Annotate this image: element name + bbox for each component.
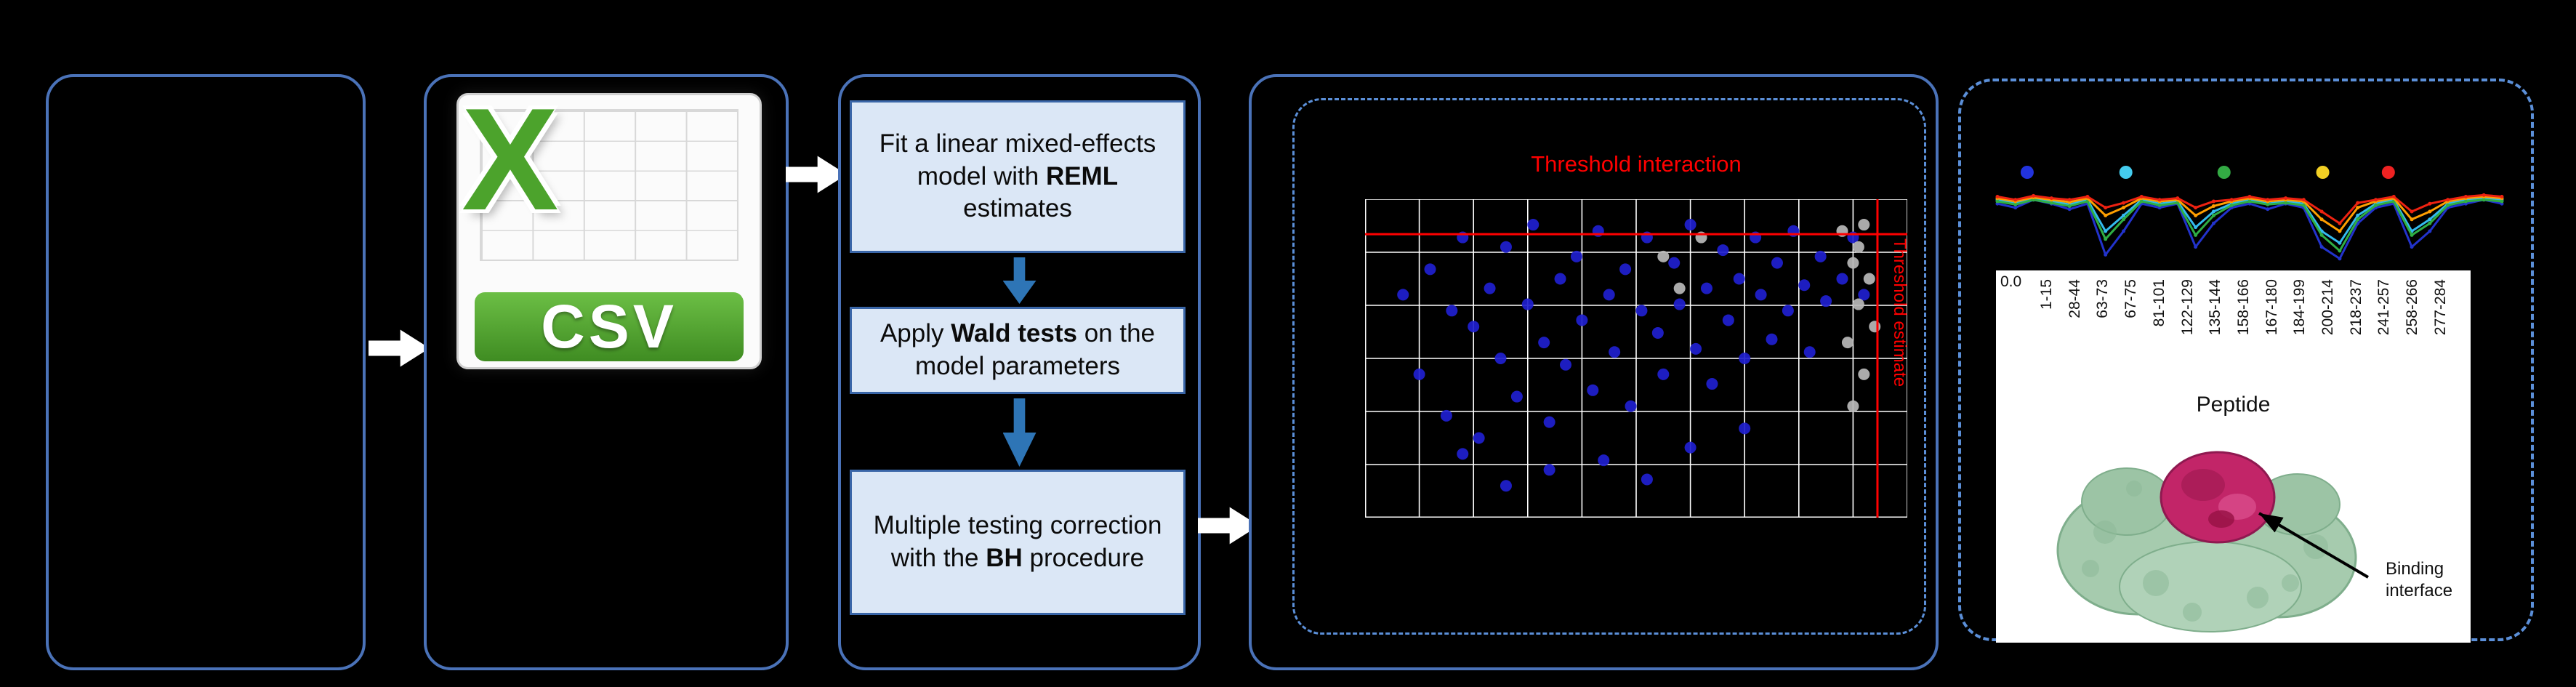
threshold-estimate-label: Threshold estimate <box>1890 238 1909 387</box>
peptide-tick-label: 122-129 <box>2178 279 2196 336</box>
step-wald-tests: Apply Wald tests on the model parameters <box>850 307 1186 394</box>
panel-input <box>46 74 366 670</box>
panel-scatter-results: Threshold interaction Threshold estimate <box>1249 74 1939 670</box>
panel-statistical-model: Fit a linear mixed-effects model with RE… <box>838 74 1201 670</box>
peptide-tick-label: 218-237 <box>2347 279 2364 336</box>
step1-bold: REML <box>1045 161 1119 190</box>
step3-post: procedure <box>1022 544 1145 572</box>
step-bh-correction: Multiple testing correction with the BH … <box>850 470 1186 615</box>
step2-bold: Wald tests <box>951 319 1077 348</box>
step-fit-reml: Fit a linear mixed-effects model with RE… <box>850 100 1186 253</box>
peptide-tick-label: 167-180 <box>2263 279 2280 336</box>
binding-interface-label: Binding interface <box>2386 559 2453 600</box>
peptide-tick-label: 81-101 <box>2150 279 2168 327</box>
peptide-tick-label: 1-15 <box>2038 279 2055 310</box>
peptide-tick-label: 135-144 <box>2207 279 2224 336</box>
y-axis-tick-label: 0.0 <box>2000 273 2022 290</box>
step2-text: Apply <box>880 319 951 348</box>
csv-file-icon: X CSV <box>456 79 762 369</box>
peptide-tick-label: 184-199 <box>2291 279 2309 336</box>
peptide-tick-label: 28-44 <box>2066 279 2083 318</box>
step2-post: on the model parameters <box>914 319 1156 380</box>
csv-banner-label: CSV <box>475 292 744 361</box>
peptide-panel: 0.0 1-15 28-44 63-73 67-75 81-101 122-129 135-… <box>1996 270 2471 643</box>
scatter-title: Threshold interaction <box>1531 151 1742 177</box>
down-arrow-icon <box>1002 398 1037 467</box>
excel-x-icon: X <box>462 78 559 241</box>
peptide-axis-labels: 1-15 28-44 63-73 67-75 81-101 122-129 135-144 1… <box>1996 270 2471 395</box>
protein-structure-image <box>2056 451 2370 632</box>
step3-text: Multiple testing correction with the <box>873 511 1162 572</box>
peptide-tick-label: 158-166 <box>2234 279 2252 336</box>
panel-csv-file: X CSV <box>424 74 789 670</box>
down-arrow-icon <box>1002 257 1037 304</box>
peptide-line-chart <box>1995 166 2504 261</box>
peptide-tick-label: 258-266 <box>2404 279 2421 336</box>
peptide-axis-title: Peptide <box>2196 393 2271 417</box>
results-dashed-border: Threshold interaction Threshold estimate <box>1292 98 1926 635</box>
binding-interface-arrow-icon <box>2258 512 2370 579</box>
peptide-tick-label: 63-73 <box>2094 279 2112 318</box>
panel-peptide-validation: 0.0 1-15 28-44 63-73 67-75 81-101 122-129 135-… <box>1958 79 2534 643</box>
step3-bold: BH <box>986 544 1023 572</box>
peptide-tick-label: 241-257 <box>2375 279 2393 336</box>
peptide-tick-label: 200-214 <box>2319 279 2336 336</box>
flow-arrow-1-icon <box>369 329 430 367</box>
step1-text: Fit a linear mixed-effects model with <box>879 129 1156 190</box>
step1-post: estimates <box>963 194 1072 223</box>
protein-surface <box>2056 467 2357 632</box>
peptide-tick-label: 67-75 <box>2122 279 2140 318</box>
binding-site-surface <box>2160 451 2276 544</box>
threshold-scatter-plot <box>1365 199 1907 518</box>
peptide-tick-label: 277-284 <box>2431 279 2449 336</box>
spreadsheet-grid-icon <box>479 108 738 262</box>
